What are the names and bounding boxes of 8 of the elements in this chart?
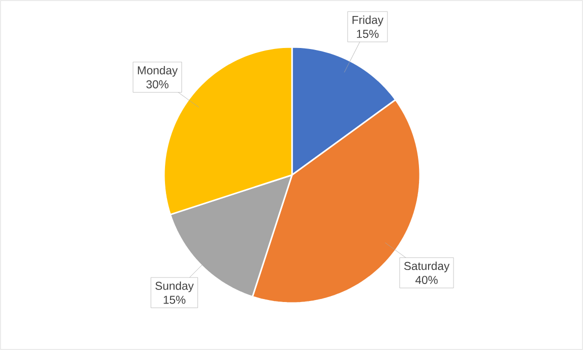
data-label: 30% (146, 80, 168, 88)
slice-label: Monday (138, 66, 178, 77)
slice-label: Saturday (404, 262, 450, 272)
slice-label: Friday (352, 16, 384, 26)
data-label: 40% (415, 276, 438, 284)
data-label: 15% (164, 296, 186, 304)
data-label: 15% (356, 30, 379, 38)
slice-label: Sunday (155, 281, 194, 292)
